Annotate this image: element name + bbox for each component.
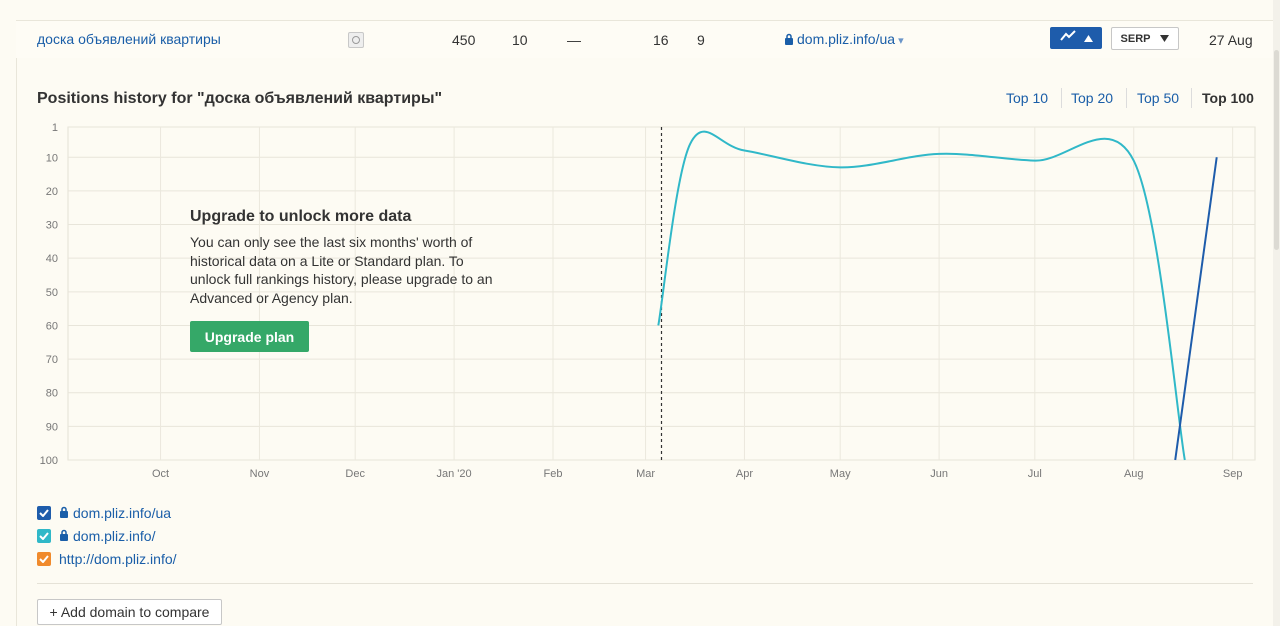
y-tick-label: 50: [46, 287, 58, 299]
y-tick-label: 60: [46, 320, 58, 332]
lock-icon: [59, 505, 69, 521]
checkbox-checked-icon[interactable]: [37, 506, 51, 520]
x-tick-label: Nov: [250, 468, 270, 480]
x-tick-label: Sep: [1223, 468, 1243, 480]
x-tick-label: Apr: [736, 468, 753, 480]
upgrade-description: You can only see the last six months' wo…: [190, 234, 493, 307]
checkbox-checked-icon[interactable]: [37, 552, 51, 566]
filter-divider: [1191, 88, 1192, 108]
page-title: Positions history for "доска объявлений …: [37, 90, 443, 107]
last-update-date: 27 Aug: [1209, 32, 1253, 48]
filter-divider: [1061, 88, 1062, 108]
ranking-url[interactable]: dom.pliz.info/ua ▾: [784, 31, 904, 48]
y-tick-label: 90: [46, 421, 58, 433]
scrollbar[interactable]: [1273, 0, 1280, 626]
x-tick-label: Feb: [544, 468, 563, 480]
chevron-up-icon: [1083, 29, 1093, 47]
y-tick-label: 70: [46, 354, 58, 366]
ranking-url-text: dom.pliz.info/ua: [797, 31, 896, 47]
filter-top-50[interactable]: Top 50: [1137, 90, 1180, 106]
legend-label: dom.pliz.info/: [73, 528, 156, 544]
divider: [37, 583, 1253, 584]
legend-item-dom-pliz-info-ua[interactable]: dom.pliz.info/ua: [37, 505, 171, 521]
y-tick-label: 100: [40, 455, 58, 467]
upgrade-plan-button[interactable]: Upgrade plan: [190, 321, 309, 352]
x-tick-label: Jun: [930, 468, 948, 480]
serp-snapshot-icon[interactable]: [348, 32, 364, 48]
x-tick-label: May: [830, 468, 851, 480]
legend-label: http://dom.pliz.info/: [59, 551, 177, 567]
position-chart-toggle[interactable]: [1050, 27, 1102, 49]
serp-dropdown-button[interactable]: SERP: [1111, 27, 1179, 50]
checkbox-checked-icon[interactable]: [37, 529, 51, 543]
series-line-1: [1174, 157, 1218, 461]
volume-value: 450: [452, 32, 476, 48]
y-tick-label: 30: [46, 220, 58, 232]
y-tick-label: 10: [46, 152, 58, 164]
x-tick-label: Aug: [1124, 468, 1144, 480]
y-tick-label: 20: [46, 186, 58, 198]
position-value: 9: [697, 32, 705, 48]
cpc-value: —: [567, 32, 581, 48]
legend-label: dom.pliz.info/ua: [73, 505, 172, 521]
filter-top-10[interactable]: Top 10: [1006, 90, 1049, 106]
y-tick-label: 1: [52, 122, 58, 134]
keyword-link[interactable]: доска объявлений квартиры: [37, 31, 221, 47]
filter-divider: [1126, 88, 1127, 108]
lock-icon: [784, 32, 794, 48]
y-tick-label: 40: [46, 253, 58, 265]
lock-icon: [59, 528, 69, 544]
scrollbar-thumb[interactable]: [1274, 50, 1279, 250]
top-strip: [0, 0, 1280, 20]
x-tick-label: Jul: [1028, 468, 1042, 480]
chart-line-icon: [1059, 29, 1076, 47]
clicks-value: 16: [653, 32, 669, 48]
x-tick-label: Dec: [345, 468, 365, 480]
kd-value: 10: [512, 32, 528, 48]
url-dropdown-icon[interactable]: ▾: [898, 35, 904, 47]
x-tick-label: Jan '20: [437, 468, 472, 480]
x-tick-label: Oct: [152, 468, 169, 480]
legend-item-dom-pliz-info[interactable]: dom.pliz.info/: [37, 528, 155, 544]
y-tick-label: 80: [46, 388, 58, 400]
series-line-0: [657, 130, 1186, 461]
chevron-down-icon: [1160, 33, 1170, 45]
legend-item-http-dom-pliz-info[interactable]: http://dom.pliz.info/: [37, 551, 177, 567]
x-tick-label: Mar: [636, 468, 655, 480]
filter-top-100[interactable]: Top 100: [1202, 90, 1254, 106]
add-domain-button[interactable]: + Add domain to compare: [37, 599, 222, 625]
filter-top-20[interactable]: Top 20: [1071, 90, 1114, 106]
upgrade-title: Upgrade to unlock more data: [190, 208, 412, 225]
serp-label: SERP: [1120, 32, 1151, 45]
